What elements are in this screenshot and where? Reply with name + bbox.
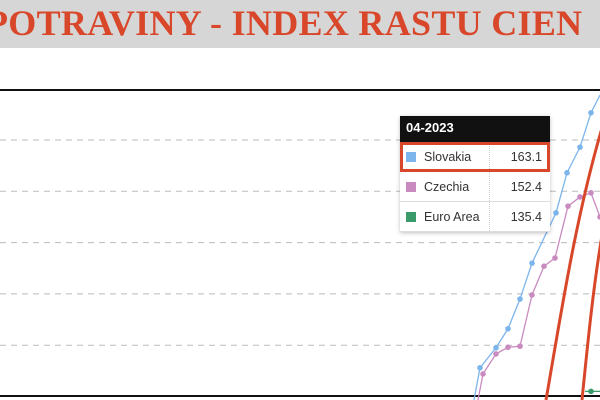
annotation-curve [580, 238, 600, 400]
tooltip-row-czechia: Czechia 152.4 [400, 172, 550, 202]
data-point [517, 343, 523, 350]
data-point [565, 203, 571, 209]
data-point [588, 110, 594, 116]
series-value: 152.4 [510, 179, 542, 194]
data-point [588, 388, 594, 395]
data-point [477, 364, 483, 371]
chart-title: POTRAVINY - INDEX RASTU CIEN [0, 3, 583, 43]
data-point [588, 190, 594, 196]
data-point [541, 263, 547, 269]
data-point [597, 214, 600, 220]
annotation-curve [544, 129, 600, 400]
data-point [577, 144, 583, 150]
data-point [552, 255, 558, 261]
data-point [493, 344, 499, 351]
data-point [529, 292, 535, 298]
tooltip-date: 04-2023 [400, 116, 550, 142]
series-name: Slovakia [424, 149, 472, 164]
data-point [480, 371, 486, 377]
legend-swatch-slovakia [406, 151, 416, 162]
data-point [529, 260, 535, 266]
legend-swatch-czechia [406, 181, 416, 192]
data-point [577, 194, 583, 200]
data-point [553, 210, 559, 216]
tooltip-row-slovakia: Slovakia 163.1 [400, 142, 550, 172]
series-name: Czechia [424, 179, 470, 194]
tooltip-row-euro-area: Euro Area 135.4 [400, 202, 550, 232]
data-point [564, 170, 570, 176]
series-value: 163.1 [510, 149, 542, 164]
series-value: 135.4 [510, 209, 542, 224]
tooltip: 04-2023 Slovakia 163.1 Czechia 152.4 Eur… [400, 116, 550, 232]
data-point [493, 351, 499, 357]
data-point [517, 296, 523, 302]
series-name: Euro Area [424, 209, 480, 224]
title-banner: POTRAVINY - INDEX RASTU CIEN [0, 0, 600, 48]
data-point [505, 325, 511, 332]
legend-swatch-euro-area [406, 211, 416, 222]
data-point [505, 344, 511, 351]
